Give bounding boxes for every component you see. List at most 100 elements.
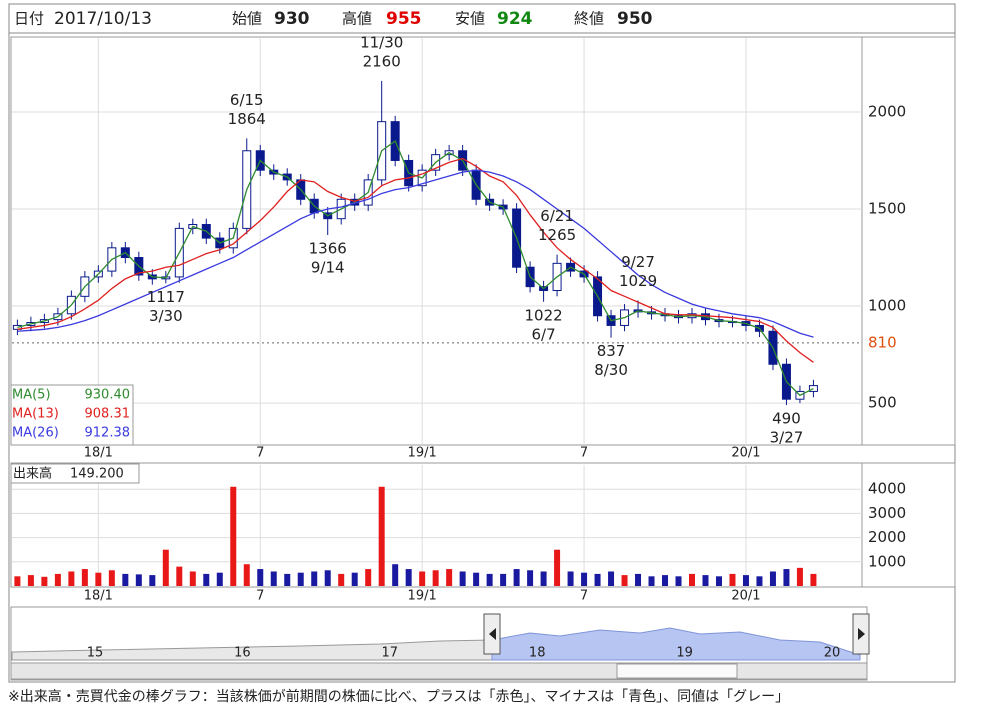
- volume-bar: [621, 575, 628, 586]
- volume-bar: [122, 573, 129, 586]
- volume-bar: [513, 569, 520, 586]
- annotation-date: 6/21: [540, 207, 574, 225]
- annotation-date: 3/27: [770, 429, 804, 447]
- annotation-date: 6/7: [532, 325, 556, 343]
- volume-bar: [243, 564, 250, 586]
- annotation-date: 11/30: [360, 33, 403, 51]
- y-tick-label: 2000: [868, 102, 906, 120]
- volume-bar: [27, 575, 34, 586]
- volume-bar: [297, 572, 304, 586]
- low-value: 924: [497, 9, 533, 29]
- volume-bar: [405, 569, 412, 586]
- legend-box: [10, 384, 134, 446]
- volume-bar: [108, 570, 115, 586]
- volume-bar: [581, 572, 588, 586]
- annotation-value: 1864: [228, 110, 266, 128]
- volume-bar: [365, 569, 372, 586]
- x-tick-label: 18/1: [84, 446, 113, 461]
- volume-legend-box: [10, 463, 140, 484]
- volume-bar: [810, 573, 817, 586]
- volume-bar: [715, 576, 722, 586]
- volume-bar: [756, 576, 763, 586]
- annotation-value: 837: [597, 342, 626, 360]
- x-tick-label: 19/1: [408, 589, 437, 604]
- volume-bar: [608, 571, 615, 586]
- x-tick-label: 7: [256, 589, 264, 604]
- volume-bar: [324, 570, 331, 586]
- volume-bar: [783, 569, 790, 586]
- volume-bar: [378, 486, 385, 586]
- handle-arrow: [489, 628, 496, 640]
- annotation-value: 1117: [147, 288, 185, 306]
- navigator-label: 16: [234, 646, 251, 661]
- volume-bar: [68, 571, 75, 586]
- volume-bar: [554, 549, 561, 586]
- x-tick-label: 18/1: [84, 589, 113, 604]
- volume-bar: [594, 573, 601, 586]
- legend-value: 930.40: [85, 388, 131, 403]
- volume-bar: [162, 549, 169, 586]
- annotation-value: 1022: [524, 306, 562, 324]
- annotation-date: 9/14: [311, 258, 345, 276]
- volume-bar: [41, 576, 48, 586]
- ma-line: [17, 157, 814, 363]
- navigator-history: [11, 639, 493, 661]
- volume-bar: [230, 486, 237, 586]
- low-label: 安値: [455, 10, 485, 28]
- volume-bar: [459, 571, 466, 586]
- reference-label: 810: [868, 333, 897, 351]
- open-value: 930: [274, 9, 310, 29]
- volume-bar: [500, 573, 507, 586]
- navigator-label: 20: [824, 646, 841, 661]
- handle-arrow: [858, 628, 865, 640]
- ma-line: [17, 169, 814, 338]
- volume-bar: [270, 571, 277, 586]
- navigator-label: 18: [529, 646, 546, 661]
- close-value: 950: [617, 9, 653, 29]
- date-label: 日付: [14, 10, 44, 28]
- volume-bar: [635, 573, 642, 586]
- y-tick-label: 1000: [868, 297, 906, 315]
- volume-value: 149.200: [70, 467, 124, 482]
- legend-name: MA(26): [12, 426, 59, 441]
- scrollbar-thumb[interactable]: [616, 663, 738, 679]
- volume-bar: [796, 567, 803, 586]
- annotation-value: 1029: [619, 272, 657, 290]
- date: 2017/10/13: [54, 9, 152, 29]
- legend-value: 912.38: [85, 426, 131, 441]
- volume-bar: [284, 573, 291, 586]
- volume-bar: [54, 573, 61, 586]
- volume-bar: [689, 573, 695, 586]
- volume-title: 出来高: [13, 466, 52, 482]
- volume-bar: [81, 569, 88, 586]
- volume-bar: [176, 566, 183, 586]
- x-tick-label: 20/1: [731, 589, 760, 604]
- navigator-label: 17: [382, 646, 399, 661]
- volume-bar: [203, 573, 210, 586]
- close-label: 終値: [574, 10, 604, 28]
- volume-bar: [446, 569, 453, 586]
- annotation-date: 6/15: [230, 91, 264, 109]
- navigator-label: 19: [676, 646, 693, 661]
- volume-bar: [648, 576, 655, 586]
- annotation-value: 2160: [363, 52, 401, 70]
- volume-bar: [351, 572, 358, 586]
- high-value: 955: [386, 9, 422, 29]
- y-tick-label: 1500: [868, 199, 906, 217]
- annotation-date: 3/30: [149, 307, 183, 325]
- volume-bar: [486, 573, 493, 586]
- volume-panel: [10, 462, 956, 588]
- scrollbar[interactable]: [10, 662, 868, 680]
- volume-bar: [149, 575, 156, 586]
- footer-note: ※出来高・売買代金の棒グラフ：当該株価が前期間の株価に比べ、プラスは「赤色」、マ…: [8, 688, 789, 705]
- volume-bar: [742, 575, 749, 586]
- annotation-date: 9/27: [621, 253, 655, 271]
- volume-bar: [14, 576, 21, 586]
- x-tick-label: 7: [580, 589, 588, 604]
- y-tick-label: 4000: [868, 480, 906, 498]
- volume-bar: [567, 571, 574, 586]
- volume-bar: [392, 564, 399, 586]
- y-tick-label: 500: [868, 394, 897, 412]
- x-tick-label: 20/1: [731, 446, 760, 461]
